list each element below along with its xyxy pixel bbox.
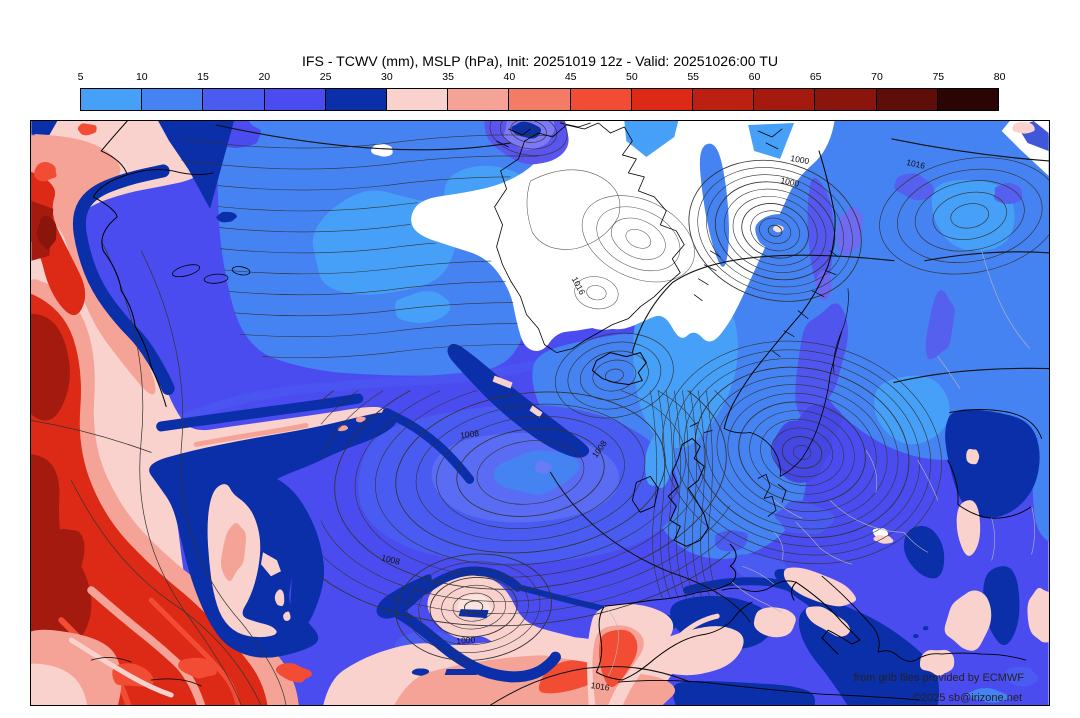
svg-text:1000: 1000 [780, 175, 801, 189]
svg-text:1016: 1016 [590, 680, 610, 693]
svg-text:1000: 1000 [456, 634, 476, 646]
svg-text:1000: 1000 [790, 153, 811, 166]
svg-text:1008: 1008 [460, 428, 480, 441]
svg-text:1016: 1016 [905, 157, 926, 171]
svg-text:1008: 1008 [380, 552, 401, 566]
